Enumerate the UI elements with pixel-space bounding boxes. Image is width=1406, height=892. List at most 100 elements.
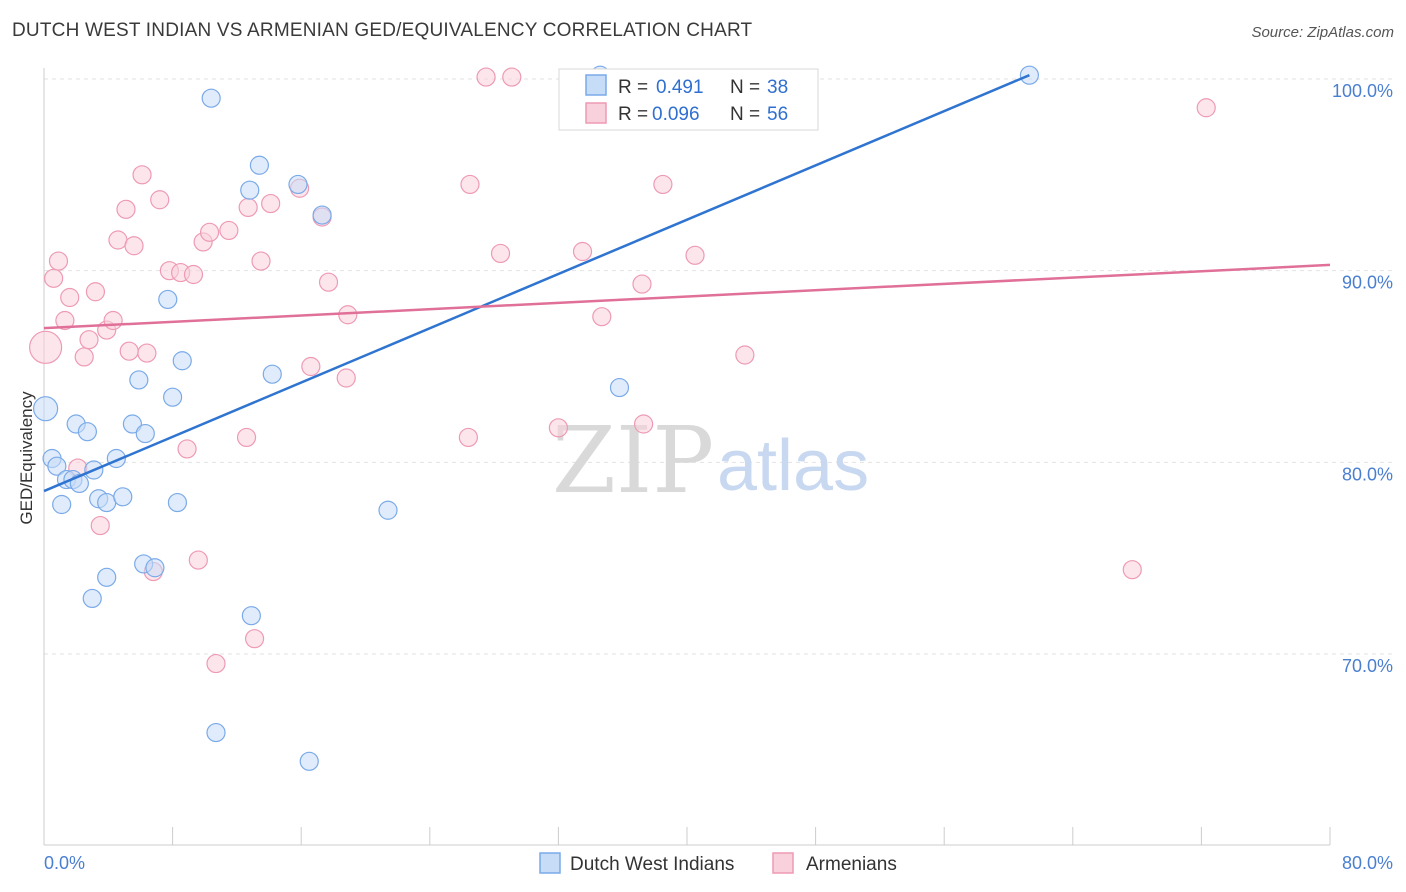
dutch-west-indian-point: [135, 423, 155, 444]
series-legend-label-pink: Armenians: [806, 854, 897, 875]
correlation-legend: R = 0.491 N = 38 R = 0.096 N = 56: [558, 68, 819, 131]
x-tick-label-min: 0.0%: [44, 853, 85, 873]
armenians-points: [29, 67, 1216, 674]
armenian-point: [236, 427, 257, 448]
legend-r-label-pink: R =: [618, 104, 648, 125]
legend-n-value-blue: 38: [767, 77, 788, 98]
armenian-point: [55, 310, 75, 331]
source-label: Source: ZipAtlas.com: [1251, 24, 1394, 41]
x-tick-label-max: 80.0%: [1342, 853, 1393, 873]
dutch-west-indian-point: [145, 558, 165, 578]
armenian-point: [150, 190, 170, 210]
dutch-west-indian-point: [82, 588, 102, 609]
watermark-atlas: atlas: [717, 426, 869, 506]
x-ticks: [43, 827, 1331, 845]
dutch-west-indian-point: [158, 289, 178, 310]
armenian-point: [177, 439, 197, 459]
dutch-west-indian-point: [163, 387, 183, 407]
legend-n-value-pink: 56: [767, 104, 788, 125]
dutch-west-indian-point: [201, 88, 221, 108]
legend-r-value-pink: 0.096: [652, 104, 700, 125]
trend-lines: [43, 74, 1331, 493]
armenian-point: [48, 251, 69, 271]
armenian-point: [301, 356, 321, 377]
dutch-west-indian-point: [113, 487, 133, 507]
dutch-west-indian-point: [262, 364, 282, 384]
armenian-point: [318, 272, 339, 292]
legend-n-label-blue: N =: [730, 77, 760, 98]
armenian-point: [1122, 560, 1142, 580]
dutch-west-indian-point: [77, 422, 98, 442]
armenian-point: [251, 251, 271, 271]
dutch-west-indian-point: [97, 567, 117, 587]
legend-r-value-blue: 0.491: [656, 77, 704, 98]
grid-lines: [44, 78, 1393, 655]
armenian-point: [137, 343, 157, 363]
y-tick-label-70: 70.0%: [1342, 656, 1393, 676]
armenian-point: [460, 174, 480, 195]
dutch-west-indian-point: [167, 492, 188, 513]
armenian-point: [219, 220, 239, 241]
legend-swatch-pink: [585, 102, 607, 124]
armenian-point: [238, 197, 258, 218]
dutch-west-indian-point: [312, 205, 332, 225]
dutch-west-indian-point: [206, 722, 226, 743]
armenian-point: [206, 653, 226, 674]
series-legend-label-blue: Dutch West Indians: [570, 854, 734, 875]
dutch-west-indian-point: [378, 500, 398, 520]
armenians-trend-line: [43, 263, 1331, 330]
armenian-point: [653, 174, 673, 195]
armenian-point: [476, 67, 496, 87]
dutch-west-indian-point: [609, 377, 630, 398]
armenian-point: [592, 307, 612, 327]
armenian-point: [183, 264, 204, 285]
armenian-point: [188, 550, 208, 570]
y-tick-labels: 70.0% 80.0% 90.0% 100.0%: [1332, 81, 1393, 676]
dutch-west-indian-point: [299, 751, 319, 771]
dutch-west-indian-point: [52, 494, 72, 515]
armenian-point: [490, 243, 511, 264]
armenian-point: [572, 241, 593, 262]
dutch-west-indian-point: [33, 396, 59, 422]
y-axis-label: GED/Equivalency: [17, 391, 36, 525]
legend-n-label-pink: N =: [730, 104, 760, 125]
armenian-point: [548, 418, 569, 438]
armenian-point: [632, 274, 652, 294]
dutch-west-indian-point: [47, 456, 67, 476]
armenian-point: [336, 368, 356, 388]
armenian-point: [60, 287, 80, 308]
series-legend-swatch-pink: [772, 852, 794, 874]
armenian-point: [79, 330, 99, 350]
armenian-point: [502, 67, 522, 87]
y-tick-label-80: 80.0%: [1342, 464, 1393, 484]
dutch-west-indians-trend-line: [43, 74, 1030, 493]
dutch-west-indian-point: [288, 174, 308, 195]
armenian-point: [685, 245, 705, 265]
watermark: ZIP atlas: [552, 407, 869, 514]
armenian-point: [633, 414, 654, 434]
armenian-point: [90, 515, 110, 536]
armenian-point: [458, 427, 478, 448]
armenian-point: [124, 236, 144, 256]
dutch-west-indian-point: [97, 492, 117, 513]
armenian-point: [29, 330, 63, 364]
armenian-point: [1196, 98, 1216, 118]
armenian-point: [116, 199, 136, 219]
armenian-point: [44, 268, 64, 288]
dutch-west-indian-point: [172, 351, 192, 371]
armenian-point: [85, 282, 106, 302]
series-legend-swatch-blue: [539, 852, 561, 874]
dutch-west-indian-point: [241, 606, 261, 626]
legend-r-label-blue: R =: [618, 77, 648, 98]
chart-title: DUTCH WEST INDIAN VS ARMENIAN GED/EQUIVA…: [12, 20, 753, 41]
series-legend: Dutch West Indians Armenians: [539, 852, 897, 875]
watermark-zip: ZIP: [552, 407, 714, 514]
armenian-point: [199, 222, 220, 242]
y-tick-label-90: 90.0%: [1342, 273, 1393, 293]
dutch-west-indian-point: [249, 155, 270, 175]
armenian-point: [119, 341, 139, 361]
armenian-point: [132, 165, 152, 185]
dutch-west-indians-points: [33, 65, 1039, 771]
dutch-west-indian-point: [240, 180, 260, 200]
